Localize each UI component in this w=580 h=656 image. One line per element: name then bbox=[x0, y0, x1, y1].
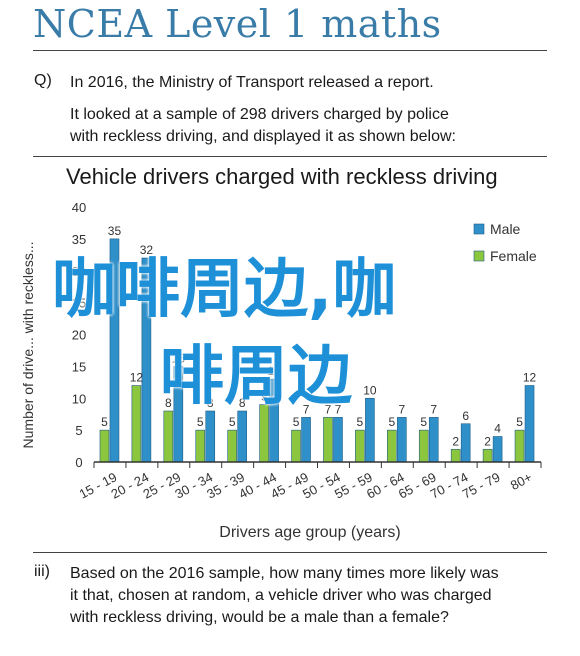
bar-value-label: 35 bbox=[108, 224, 122, 238]
y-tick-label: 20 bbox=[72, 328, 86, 343]
chart-top-divider bbox=[33, 156, 547, 157]
bar-value-label: 7 bbox=[303, 402, 310, 416]
question-line-2a: It looked at a sample of 298 drivers cha… bbox=[70, 106, 449, 123]
y-tick-label: 35 bbox=[72, 232, 86, 247]
female-bar bbox=[291, 429, 301, 463]
male-bar bbox=[397, 417, 407, 463]
male-bar bbox=[301, 417, 311, 463]
female-bar bbox=[387, 429, 397, 463]
bar-value-label: 12 bbox=[130, 371, 144, 385]
female-bar bbox=[418, 429, 429, 463]
male-legend-swatch bbox=[473, 223, 485, 235]
y-tick-label: 25 bbox=[72, 296, 86, 311]
chart-title: Vehicle drivers charged with reckless dr… bbox=[66, 164, 498, 189]
female-legend-swatch bbox=[473, 250, 485, 262]
part-iii-line-2: it that, chosen at random, a vehicle dri… bbox=[70, 587, 492, 604]
y-tick-label: 40 bbox=[72, 200, 86, 215]
bar-value-label: 7 bbox=[430, 402, 437, 416]
bar-value-label: 13 bbox=[267, 364, 281, 378]
bar-value-label: 5 bbox=[420, 415, 427, 429]
bar-value-label: 10 bbox=[363, 383, 377, 397]
x-tick-label: 80+ bbox=[508, 469, 535, 493]
male-bar bbox=[428, 417, 439, 463]
legend-label: Male bbox=[490, 221, 521, 237]
question-line-1: In 2016, the Ministry of Transport relea… bbox=[70, 74, 434, 91]
bar-value-label: 5 bbox=[388, 415, 395, 429]
male-bar bbox=[333, 417, 343, 463]
female-bar bbox=[99, 429, 110, 463]
bar-value-label: 8 bbox=[239, 396, 246, 410]
y-axis-ticks: 0 5 10 15 20 25 30 35 40 bbox=[72, 200, 86, 470]
bar-value-label: 5 bbox=[516, 415, 523, 429]
male-bar bbox=[524, 385, 535, 463]
bar-value-label: 5 bbox=[229, 415, 236, 429]
watermark-line-1: 咖啡周边,咖 bbox=[52, 253, 397, 327]
bar-value-label: 8 bbox=[207, 396, 214, 410]
y-tick-label: 30 bbox=[72, 264, 86, 279]
y-tick-label: 5 bbox=[75, 423, 82, 438]
y-axis-label: Number of drive... with reckless... bbox=[20, 242, 36, 449]
female-bar bbox=[482, 448, 493, 463]
bar-value-label: 8 bbox=[165, 396, 172, 410]
bar-value-label: 6 bbox=[462, 409, 469, 423]
question-line-2b: with reckless driving, and displayed it … bbox=[70, 128, 456, 145]
bar-value-label: 12 bbox=[523, 371, 537, 385]
female-bar bbox=[450, 448, 461, 463]
bar-value-label: 2 bbox=[484, 434, 491, 448]
male-bar bbox=[237, 410, 247, 463]
male-bar bbox=[460, 423, 471, 463]
legend: Male Female bbox=[473, 221, 537, 264]
bar-value-label: 5 bbox=[101, 415, 108, 429]
bar-value-label: 15 bbox=[172, 351, 186, 365]
bar-value-label: 4 bbox=[494, 422, 501, 436]
female-bar bbox=[131, 385, 142, 463]
bar-value-label: 5 bbox=[293, 415, 300, 429]
part-iii-line-1: Based on the 2016 sample, how many times… bbox=[70, 565, 499, 582]
female-bar bbox=[163, 410, 174, 463]
part-iii-line-3: with reckless driving, would be a male t… bbox=[70, 609, 449, 626]
question-label: Q) bbox=[34, 72, 52, 89]
male-bar bbox=[365, 397, 375, 463]
page-title: NCEA Level 1 maths bbox=[33, 2, 442, 46]
female-bar bbox=[514, 429, 525, 463]
y-tick-label: 10 bbox=[72, 391, 86, 406]
female-bar bbox=[227, 429, 237, 463]
female-bar bbox=[195, 429, 206, 463]
male-bar bbox=[492, 436, 503, 463]
x-tick-label: 75 - 79 bbox=[460, 469, 503, 501]
bar-value-label: 5 bbox=[357, 415, 364, 429]
bar-value-label: 7 bbox=[398, 402, 405, 416]
bar-value-label: 5 bbox=[197, 415, 204, 429]
bar-value-label: 32 bbox=[140, 243, 154, 257]
header-divider bbox=[33, 50, 547, 51]
y-tick-label: 15 bbox=[72, 359, 86, 374]
chart-bottom-divider bbox=[33, 552, 547, 553]
female-bar bbox=[355, 429, 365, 463]
x-axis-label: Drivers age group (years) bbox=[219, 524, 400, 541]
male-bar bbox=[205, 410, 216, 463]
part-iii-label: iii) bbox=[34, 563, 50, 580]
legend-label: Female bbox=[490, 248, 537, 264]
bar-value-label: 2 bbox=[452, 434, 459, 448]
bar-value-label: 9 bbox=[261, 390, 268, 404]
female-bar bbox=[323, 417, 333, 463]
bar-value-label: 7 bbox=[325, 402, 332, 416]
watermark-line-2: 啡周边 bbox=[160, 340, 352, 414]
y-tick-label: 0 bbox=[75, 455, 82, 470]
bar-value-label: 7 bbox=[335, 402, 342, 416]
